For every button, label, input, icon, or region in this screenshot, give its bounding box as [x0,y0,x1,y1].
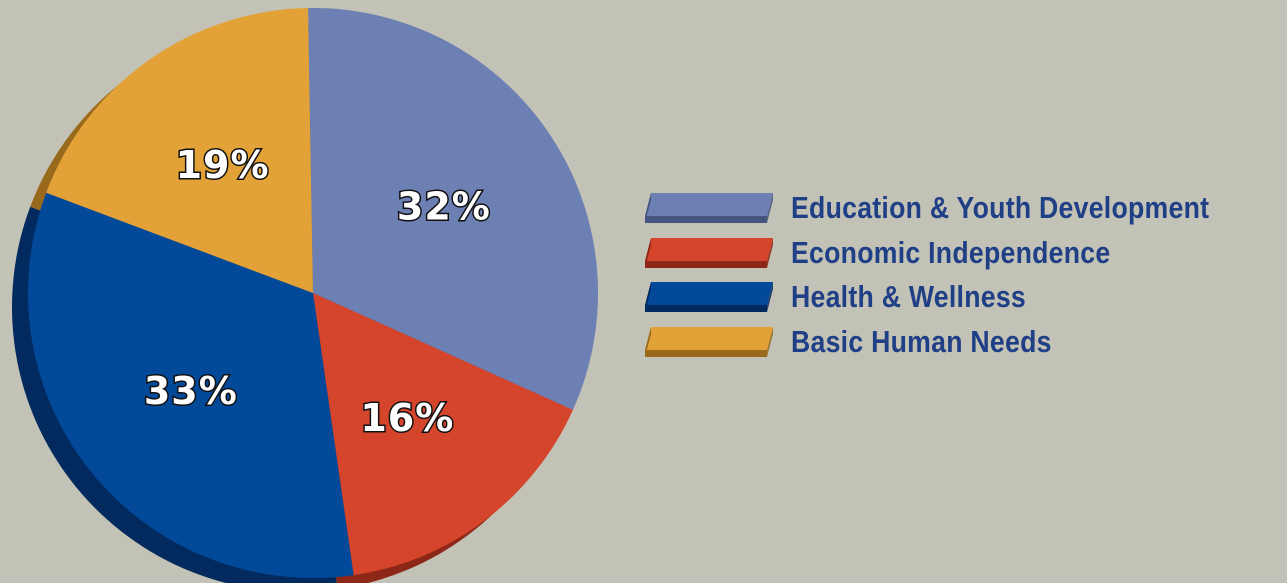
pie-slice [308,7,598,410]
legend-swatch [645,237,773,268]
legend-item: Economic Independence [645,231,1285,276]
slice-percent-label: 19% [176,143,270,187]
legend-swatch [645,282,773,313]
legend-label: Basic Human Needs [791,323,1052,359]
pie-slice [46,8,313,293]
legend-swatch [645,193,773,224]
slice-percent-label: 32% [397,185,491,229]
pie-labels-layer: 32% 16% 33% 19% [142,141,491,441]
legend-item: Education & Youth Development [645,186,1285,231]
pie-top-layer [27,7,598,579]
legend-item: Basic Human Needs [645,320,1285,365]
legend-label: Health & Wellness [791,279,1027,315]
pie-slice [27,192,354,579]
legend-item: Health & Wellness [645,275,1285,320]
pie-slice [313,293,573,576]
slice-percent-label: 16% [360,396,454,440]
legend-label: Economic Independence [791,234,1111,270]
legend-label: Education & Youth Development [791,190,1210,226]
legend-swatch [645,326,773,357]
chart-legend: Education & Youth Development Economic I… [645,186,1285,364]
slice-percent-label: 33% [144,369,238,413]
